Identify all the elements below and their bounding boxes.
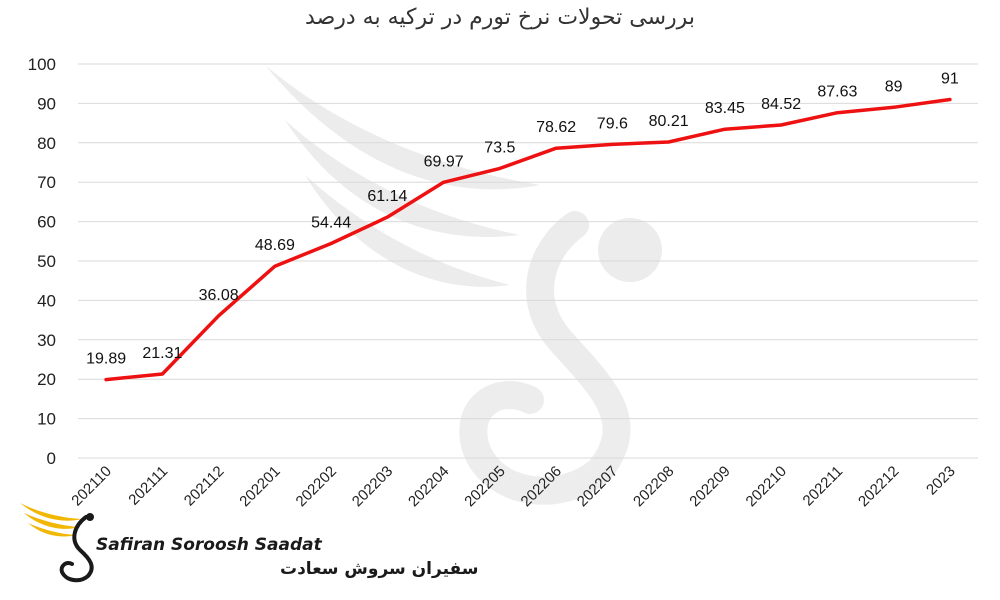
- x-tick-label: 202204: [405, 463, 452, 510]
- y-tick-label: 100: [28, 55, 56, 74]
- x-tick-label: 202202: [293, 463, 340, 510]
- y-tick-label: 0: [47, 449, 56, 468]
- data-label: 87.63: [817, 84, 857, 101]
- brand-name-fa: سفیران سروش سعادت: [280, 559, 478, 579]
- series-line-0: [104, 97, 952, 382]
- data-label: 48.69: [255, 237, 295, 254]
- x-tick-label: 202203: [349, 463, 396, 510]
- data-label: 79.6: [597, 115, 628, 132]
- data-label: 36.08: [199, 287, 239, 304]
- data-label: 54.44: [311, 215, 351, 232]
- chart-title: بررسی تحولات نرخ تورم در ترکیه به درصد: [305, 5, 695, 30]
- data-label: 80.21: [649, 113, 689, 130]
- y-tick-label: 40: [37, 291, 56, 310]
- data-label: 61.14: [367, 188, 407, 205]
- data-label: 19.89: [86, 351, 126, 368]
- y-tick-label: 70: [37, 173, 56, 192]
- x-tick-label: 202208: [630, 463, 677, 510]
- background-watermark-icon: [265, 65, 662, 505]
- grid-lines: [78, 63, 978, 459]
- x-tick-label: 2023: [923, 463, 959, 499]
- y-tick-label: 30: [37, 331, 56, 350]
- x-tick-label: 202112: [181, 463, 228, 510]
- x-tick-label: 202110: [68, 463, 115, 510]
- data-label: 89: [885, 78, 903, 95]
- swan-wing-logo-icon: [20, 503, 94, 583]
- data-label: 84.52: [761, 96, 801, 113]
- data-labels: 19.89 21.31 36.08 48.69 54.44 61.14 69.97 73.5 7…: [86, 70, 959, 367]
- x-tick-label: 202210: [743, 463, 790, 510]
- data-label: 21.31: [142, 345, 182, 362]
- data-label: 83.45: [705, 100, 745, 117]
- x-tick-label: 202212: [855, 463, 902, 510]
- y-tick-label: 60: [37, 213, 56, 232]
- data-label: 78.62: [536, 119, 576, 136]
- y-tick-label: 80: [37, 134, 56, 153]
- x-tick-label: 202111: [125, 463, 171, 509]
- y-tick-label: 10: [37, 410, 56, 429]
- y-axis-ticks: 0 10 20 30 40 50 60 70 80 90 100: [28, 55, 56, 468]
- series-group: [104, 97, 952, 382]
- data-label: 69.97: [424, 153, 464, 170]
- y-tick-label: 90: [37, 94, 56, 113]
- data-label: 91: [941, 70, 959, 87]
- y-tick-label: 20: [37, 370, 56, 389]
- x-tick-label: 202209: [686, 463, 733, 510]
- y-tick-label: 50: [37, 252, 56, 271]
- brand-logo: Safiran Soroosh Saadat سفیران سروش سعادت: [20, 503, 478, 583]
- x-tick-label: 202201: [236, 463, 283, 510]
- data-label: 73.5: [484, 139, 515, 156]
- x-tick-label: 202211: [800, 463, 847, 510]
- brand-name-en: Safiran Soroosh Saadat: [96, 535, 323, 555]
